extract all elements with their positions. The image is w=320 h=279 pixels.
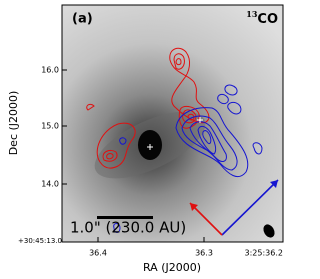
image [62, 5, 283, 242]
red-arrow [189, 202, 223, 236]
species: 13CO [246, 9, 278, 27]
y-tick-label: 15.0 [41, 122, 59, 131]
x-axis-label: RA (J2000) [143, 261, 201, 274]
beam [263, 224, 275, 238]
frame [61, 4, 284, 243]
molecule: CO [257, 12, 278, 27]
ticks [62, 69, 205, 242]
x-tick-label: 36.3 [195, 249, 213, 258]
blue-arrowhead [270, 180, 278, 188]
y-tick-label: 14.0 [41, 180, 59, 189]
isotope: 13 [246, 9, 258, 19]
x-tick-label: 36.4 [89, 249, 107, 258]
y-tick-label: +30:45:13.0 [18, 237, 62, 245]
red-arrowhead [190, 203, 198, 211]
scale-label: 1.0" (230.0 AU) [70, 219, 186, 237]
panel-label: (a) [72, 12, 93, 27]
blue-arrow [221, 179, 279, 236]
x-tick-label: 3:25:36.2 [245, 249, 283, 258]
blue-contours [113, 84, 263, 233]
figure: (a) 13CO 1.0" (230.0 AU) 16.0 15.0 14.0 … [7, 4, 284, 274]
y-axis-label: Dec (J2000) [7, 91, 20, 156]
scale-bar [97, 216, 153, 219]
markers [147, 117, 203, 150]
y-tick-label: 16.0 [41, 66, 59, 75]
